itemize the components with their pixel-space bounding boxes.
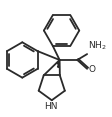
Text: NH$_2$: NH$_2$ [88,40,107,52]
Text: O: O [88,65,95,74]
Text: HN: HN [44,102,58,111]
